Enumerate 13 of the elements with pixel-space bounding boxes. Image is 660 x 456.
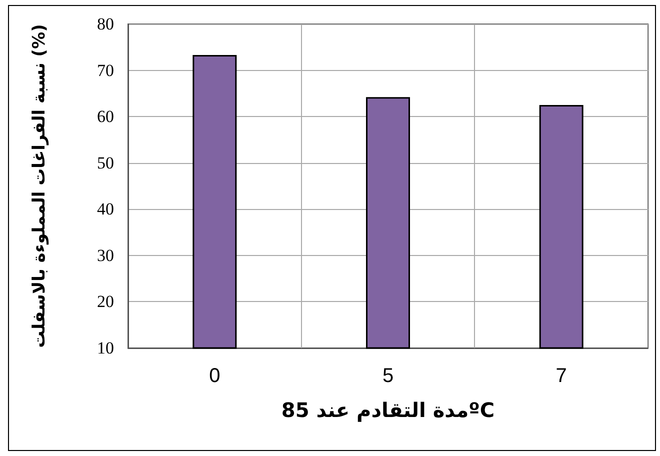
x-tick-label: 0 (209, 365, 220, 387)
x-tick-label: 7 (556, 365, 567, 387)
y-tick-label: 80 (97, 14, 114, 34)
x-tick-label: 5 (382, 365, 394, 387)
y-tick-label: 70 (97, 60, 114, 80)
y-tick-label: 30 (97, 246, 114, 265)
x-axis-title: مدة التقادم عند 85ºC (281, 398, 495, 422)
y-tick-label: 50 (97, 153, 114, 172)
y-tick-label: 40 (97, 200, 114, 219)
y-tick-label: 20 (97, 292, 114, 312)
y-axis-title: نسبة الفراغات المملوءة بالاسفلت (%) (30, 24, 50, 348)
y-tick-label: 10 (97, 338, 114, 358)
y-tick-label: 60 (97, 107, 114, 126)
